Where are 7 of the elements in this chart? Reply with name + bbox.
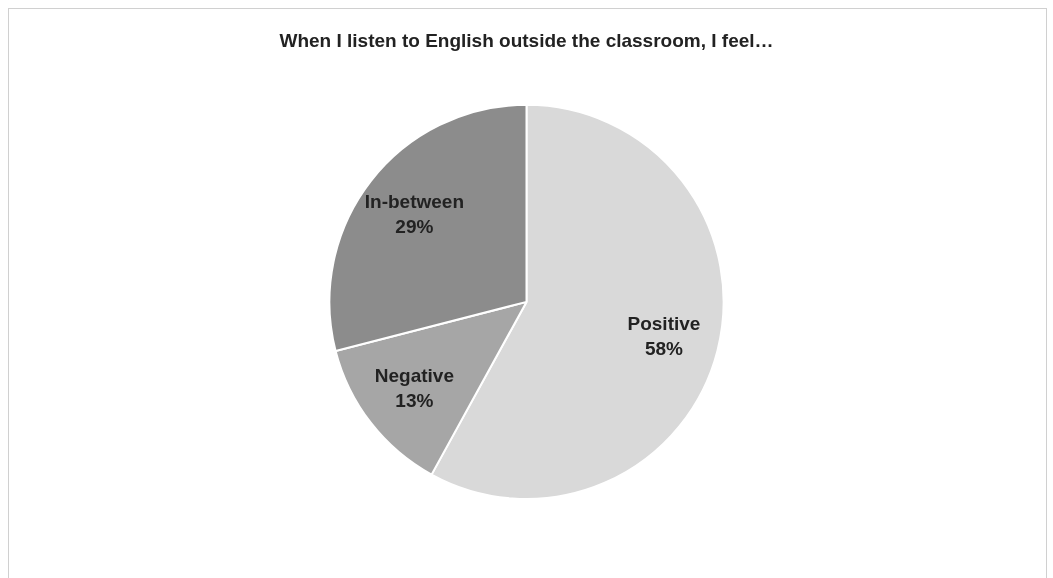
data-label: 29% xyxy=(395,215,434,237)
data-label: 58% xyxy=(644,337,684,359)
chart-title: When I listen to English outside the classroom, I feel… xyxy=(279,29,774,51)
slice-label: In-between xyxy=(364,190,464,212)
slice-label: Positive xyxy=(627,312,701,334)
data-label: 13% xyxy=(395,389,434,411)
slice-label: Negative xyxy=(374,364,454,386)
